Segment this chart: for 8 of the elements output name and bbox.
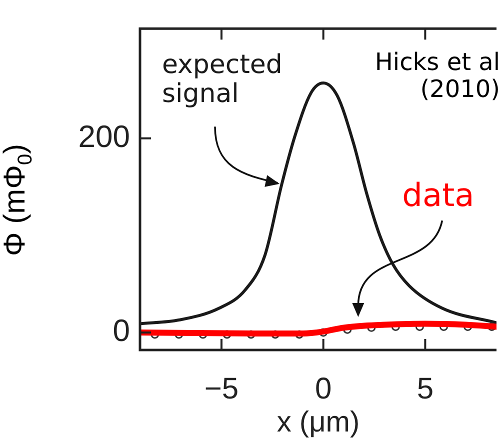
- x-tick-label: 5: [416, 372, 434, 406]
- annotation: Hicks et al (2010): [374, 48, 500, 104]
- y-tick-label: 200: [78, 118, 130, 154]
- x-tick-label: 0: [315, 372, 332, 406]
- annotation: expected signal: [162, 50, 282, 110]
- annotation: data: [402, 176, 474, 214]
- x-axis-title: x (μm): [276, 406, 360, 439]
- x-tick-label: −5: [204, 372, 239, 406]
